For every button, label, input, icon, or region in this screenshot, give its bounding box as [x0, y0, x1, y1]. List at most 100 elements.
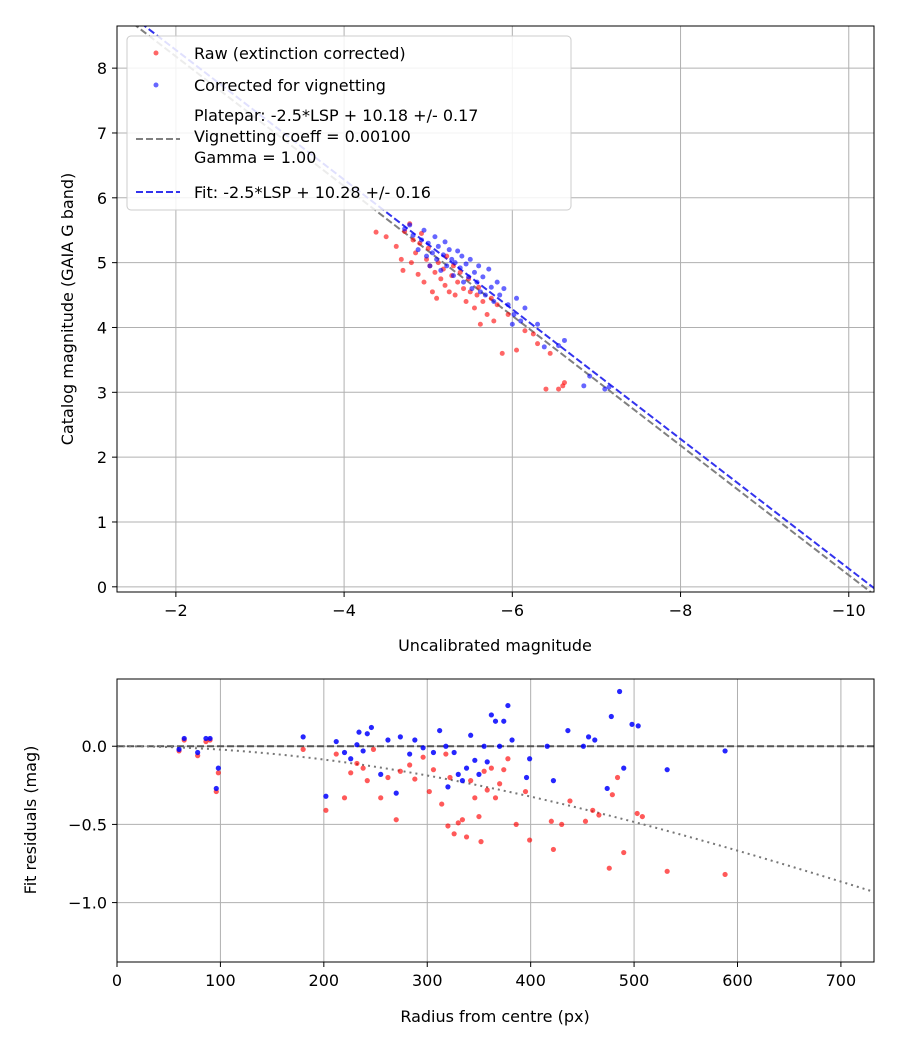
- raw-magnitude-point: [461, 286, 467, 292]
- raw-magnitude-point: [425, 245, 431, 251]
- corrected-residual-point: [604, 785, 610, 792]
- corrected-residual-point: [412, 737, 418, 743]
- raw-magnitude-point: [432, 269, 438, 275]
- bottom-x-axis-ticks: 0 100 200 300 400 500 600 700: [112, 962, 856, 990]
- top-x-tick-label: −2: [164, 601, 188, 620]
- raw-magnitude-point: [438, 276, 444, 282]
- top-fit-lines: [134, 26, 874, 592]
- raw-residual-point: [497, 781, 503, 787]
- corrected-residual-point: [565, 727, 571, 734]
- raw-magnitude-point: [514, 347, 520, 353]
- corrected-magnitude-point: [505, 302, 511, 308]
- corrected-residual-point: [360, 748, 366, 754]
- raw-magnitude-point: [484, 312, 490, 318]
- corrected-magnitude-point: [432, 234, 438, 240]
- corrected-residual-point: [550, 778, 557, 784]
- raw-residual-point: [455, 820, 461, 826]
- raw-residual-point: [722, 871, 728, 878]
- corrected-residual-point: [364, 731, 370, 737]
- corrected-residual-point: [608, 713, 614, 720]
- corrected-residual-point: [481, 743, 487, 749]
- raw-residual-point: [590, 807, 596, 813]
- raw-magnitude-point: [383, 234, 389, 240]
- corrected-magnitude-point: [486, 266, 492, 272]
- corrected-magnitude-point: [494, 279, 500, 285]
- corrected-magnitude-point: [442, 239, 448, 245]
- raw-residual-point: [567, 798, 573, 804]
- corrected-residual-point: [176, 746, 182, 752]
- raw-residual-point: [300, 746, 306, 752]
- raw-magnitude-point: [543, 386, 549, 392]
- legend-label-platepar: Platepar: -2.5*LSP + 10.18 +/- 0.17 Vigne…: [194, 106, 478, 167]
- corrected-residual-point: [207, 735, 213, 742]
- raw-residual-point: [501, 767, 507, 773]
- corrected-magnitude-point: [415, 247, 421, 253]
- raw-residual-point: [639, 813, 645, 820]
- raw-residual-point: [443, 751, 449, 757]
- top-x-axis-ticks: −2 −4 −6 −8 −10: [164, 592, 866, 620]
- top-y-axis-label: Catalog magnitude (GAIA G band): [58, 173, 77, 445]
- raw-residual-point: [323, 807, 329, 813]
- raw-residual-point: [459, 817, 466, 823]
- top-y-tick-label: 3: [97, 383, 107, 402]
- corrected-residual-point: [523, 774, 530, 781]
- bottom-y-axis-ticks: 0.0 −0.5 −1.0: [68, 737, 117, 913]
- corrected-residual-point: [580, 743, 587, 749]
- top-y-axis-ticks: 0 1 2 3 4 5 6 7 8: [97, 59, 117, 597]
- raw-magnitude-point: [393, 243, 399, 249]
- raw-magnitude-point: [455, 279, 461, 285]
- corrected-magnitude-point: [535, 321, 541, 327]
- corrected-magnitude-point: [434, 256, 440, 262]
- top-y-tick-label: 0: [97, 578, 107, 597]
- corrected-residual-point: [629, 721, 635, 727]
- raw-residual-point: [468, 778, 474, 784]
- legend-entry-fit: Fit: -2.5*LSP + 10.28 +/- 0.16: [136, 183, 431, 202]
- raw-magnitude-point: [452, 292, 458, 298]
- corrected-magnitude-point: [602, 386, 608, 392]
- corrected-residual-point: [621, 765, 627, 771]
- raw-residual-point: [582, 818, 589, 824]
- raw-residual-point: [481, 768, 487, 774]
- corrected-residual-point: [616, 688, 623, 695]
- corrected-magnitude-point: [561, 337, 567, 343]
- bottom-plot: 0 100 200 300 400 500 600 700 0.0 −0.5 −1.0 Radiu…: [21, 678, 875, 1026]
- raw-magnitude-point: [476, 284, 482, 290]
- corrected-magnitude-point: [424, 253, 430, 259]
- bottom-x-tick-label: 400: [515, 971, 546, 990]
- corrected-magnitude-point: [427, 263, 433, 269]
- raw-magnitude-point: [410, 237, 416, 243]
- corrected-residual-point: [430, 749, 437, 756]
- corrected-residual-point: [213, 785, 219, 792]
- raw-residual-point: [505, 756, 511, 762]
- top-x-tick-label: −10: [832, 601, 866, 620]
- corrected-residual-point: [181, 735, 187, 742]
- raw-residual-point: [478, 839, 484, 845]
- legend-label-fit: Fit: -2.5*LSP + 10.28 +/- 0.16: [194, 183, 431, 202]
- corrected-residual-point: [407, 751, 413, 757]
- raw-residual-point: [451, 831, 457, 837]
- raw-residual-point: [513, 821, 519, 828]
- corrected-magnitude-point: [556, 343, 562, 349]
- corrected-residual-point: [215, 765, 221, 771]
- vignetting-fit-line: [143, 26, 874, 589]
- raw-residual-point: [393, 817, 399, 823]
- legend-box: [126, 35, 572, 211]
- corrected-magnitude-point: [455, 248, 461, 254]
- corrected-magnitude-point: [476, 263, 482, 269]
- corrected-residual-point: [492, 718, 499, 724]
- raw-magnitude-point: [421, 279, 427, 285]
- raw-magnitude-point: [474, 292, 480, 298]
- bottom-reference-lines: [117, 745, 874, 893]
- raw-magnitude-point: [429, 289, 435, 295]
- corrected-residual-point: [203, 735, 209, 742]
- legend-label-raw: Raw (extinction corrected): [194, 44, 406, 63]
- corrected-magnitude-point: [474, 279, 480, 285]
- raw-residual-point: [548, 818, 554, 824]
- corrected-residual-point: [445, 784, 451, 790]
- corrected-magnitude-point: [446, 247, 452, 253]
- top-x-axis-label: Uncalibrated magnitude: [398, 636, 592, 655]
- corrected-residual-point: [459, 778, 466, 784]
- bottom-x-tick-label: 100: [205, 971, 236, 990]
- raw-magnitude-point: [556, 386, 562, 392]
- corrected-magnitude-point: [522, 305, 528, 311]
